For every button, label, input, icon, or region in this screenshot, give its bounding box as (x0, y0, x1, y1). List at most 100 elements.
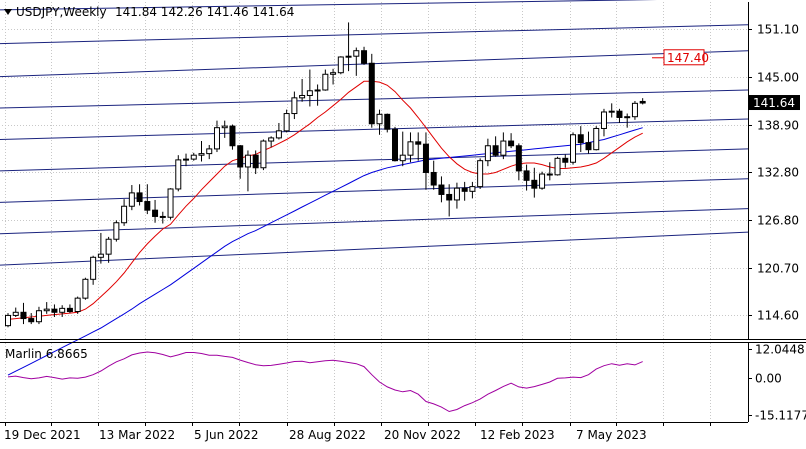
oscillator-axis: 12.0448 0.00 -15.1177 (748, 343, 806, 423)
candle-body-bullish (570, 134, 577, 163)
candle (322, 69, 329, 91)
ohlc-readout: 141.84 142.26 141.46 141.64 (115, 5, 294, 19)
price-tick-label: 145.00 (757, 71, 799, 85)
candle-body-bullish (539, 173, 546, 189)
candle (461, 181, 468, 201)
candle-body-bearish (562, 157, 569, 163)
candle (515, 143, 522, 181)
candle-body-bullish (330, 72, 337, 75)
marlin-indicator-title: Marlin 6.8665 (5, 347, 88, 361)
price-tick-label: 138.90 (757, 119, 799, 133)
target-level-label: 147.40 (667, 51, 709, 65)
time-tick-label: 12 Feb 2023 (480, 428, 555, 442)
candle-body-bullish (337, 56, 344, 74)
candle-body-bullish (477, 160, 484, 188)
candle (152, 199, 159, 223)
candle-body-bearish (144, 201, 151, 211)
current-price-label: 141.64 (753, 96, 795, 110)
candle (430, 160, 437, 190)
candle (105, 236, 112, 263)
candle-body-bearish (20, 311, 27, 320)
candle-body-bullish (43, 308, 50, 312)
symbol-menu-arrow-icon[interactable] (4, 9, 12, 15)
candle (167, 188, 174, 220)
oscillator-tick-label: 12.0448 (755, 343, 805, 357)
candle (392, 126, 398, 162)
marlin-oscillator (7, 351, 643, 413)
target-level: 147.40 (652, 49, 709, 66)
candle (399, 131, 406, 167)
candle (121, 199, 128, 226)
candle-body-bullish (213, 127, 220, 150)
candle (446, 184, 453, 217)
candle-body-bullish (113, 222, 120, 240)
candle (59, 305, 66, 318)
candle (469, 181, 476, 199)
channel-line (0, 208, 749, 235)
candle-body-bearish (361, 50, 368, 64)
candle-body-bullish (121, 205, 128, 224)
candlesticks (5, 22, 646, 328)
candle-body-bullish (244, 154, 251, 168)
candle (20, 302, 27, 325)
candle-body-bullish (190, 154, 197, 160)
candle (616, 108, 623, 123)
channel-line (0, 0, 658, 11)
main-grid (2, 2, 748, 339)
candle (314, 84, 321, 106)
candle (74, 296, 81, 314)
candle (353, 47, 360, 76)
candle (12, 307, 19, 318)
candle-body-bullish (82, 278, 89, 299)
candle (477, 158, 484, 189)
candle (229, 124, 236, 150)
current-price-box (749, 95, 800, 111)
candle-body-bearish (446, 193, 453, 201)
time-tick-label: 28 Aug 2022 (289, 428, 366, 442)
candle (51, 304, 58, 318)
candle-body-bullish (5, 314, 11, 327)
candle-body-bearish (422, 143, 429, 173)
candle-body-bearish (66, 307, 73, 313)
candle-body-bullish (105, 238, 112, 255)
candle-body-bearish (531, 179, 538, 189)
channel-line (0, 178, 749, 203)
candle (508, 133, 515, 149)
candle (539, 171, 546, 190)
candle (523, 164, 530, 191)
ma-slow-line (7, 127, 643, 376)
candle-body-bearish (492, 145, 499, 156)
candle-body-bullish (299, 94, 306, 99)
candle-body-bullish (322, 73, 329, 91)
candle (213, 120, 220, 153)
candle-body-bullish (221, 125, 228, 129)
candle-body-bearish (229, 125, 236, 147)
channel-line (0, 231, 749, 266)
candle (330, 68, 337, 85)
candle (5, 313, 11, 328)
candle (35, 306, 42, 325)
candle-body-bullish (600, 111, 607, 129)
candle-body-bearish (577, 134, 584, 144)
candle-body-bullish (469, 186, 476, 192)
candle (175, 155, 182, 192)
candle (144, 184, 151, 215)
candle-body-bearish (616, 110, 623, 118)
candle-body-bullish (268, 137, 275, 142)
candle (306, 69, 313, 107)
current-price-tag: 141.64 (749, 95, 800, 111)
price-axis: 151.10 145.00 138.90 132.80 126.80 120.70 114.… (748, 23, 799, 323)
time-tick-label: 19 Dec 2021 (4, 428, 81, 442)
oscillator-tick-label: -15.1177 (755, 409, 806, 423)
marlin-line (7, 351, 643, 413)
candle (546, 162, 553, 181)
moving-average-fast (7, 80, 643, 320)
candle (368, 53, 375, 128)
candle-body-bullish (175, 159, 182, 190)
candle-body-bullish (283, 113, 290, 132)
time-axis: 19 Dec 2021 13 Mar 2022 5 Jun 2022 28 Aug 2… (4, 422, 711, 442)
candle-body-bearish (523, 170, 530, 181)
candle-body-bullish (608, 110, 615, 113)
candle (299, 78, 306, 102)
